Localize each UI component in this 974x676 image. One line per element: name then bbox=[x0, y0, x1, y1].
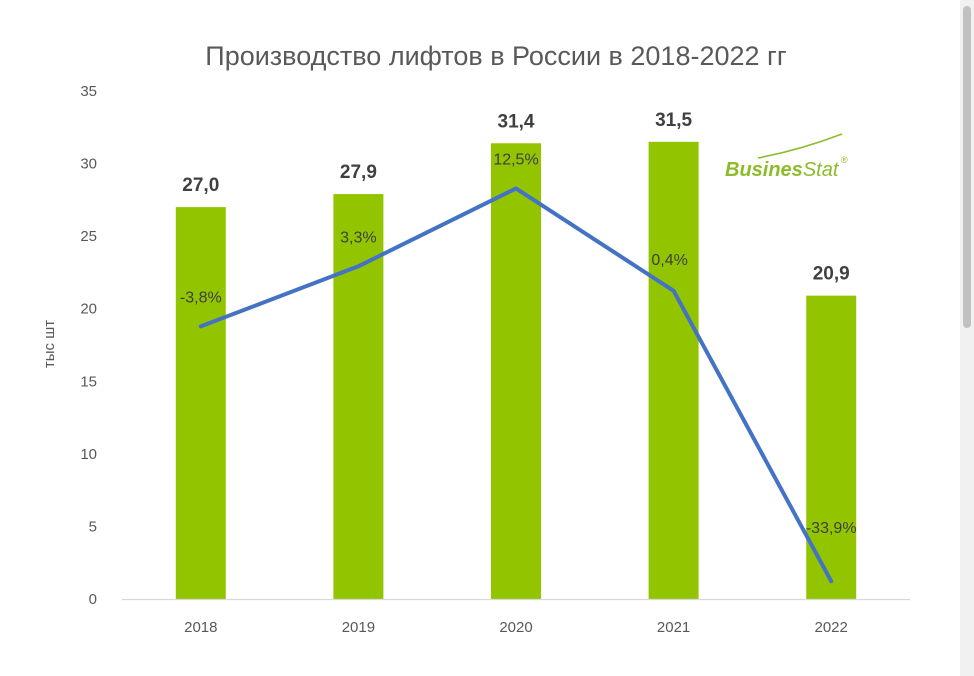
growth-rate-point bbox=[672, 289, 676, 293]
growth-rate-point bbox=[514, 186, 518, 190]
businesstat-logo: BusinesStat ® bbox=[725, 133, 848, 181]
x-tick-label: 2019 bbox=[342, 619, 375, 636]
y-tick-layer: 0 5 10 15 20 25 30 35 bbox=[80, 83, 97, 608]
x-tick-label: 2018 bbox=[184, 619, 217, 636]
x-tick-label: 2021 bbox=[657, 619, 690, 636]
ylabel-layer: тыс шт bbox=[41, 320, 58, 368]
bar bbox=[175, 207, 226, 599]
y-tick-label: 35 bbox=[80, 83, 97, 100]
y-tick-label: 30 bbox=[80, 156, 97, 173]
x-tick-layer: 2018 2019 2020 2021 2022 bbox=[184, 619, 848, 636]
bar bbox=[333, 194, 384, 599]
vertical-scrollbar[interactable] bbox=[960, 0, 974, 676]
y-tick-label: 15 bbox=[80, 373, 97, 390]
y-tick-label: 20 bbox=[80, 301, 97, 318]
x-tick-label: 2020 bbox=[499, 619, 532, 636]
bar-label-layer: 27,0 27,9 31,4 31,5 20,9 bbox=[182, 110, 849, 285]
logo-swoosh bbox=[757, 133, 843, 159]
y-tick-label: 10 bbox=[80, 446, 97, 463]
growth-rate-label: 3,3% bbox=[340, 229, 376, 246]
bar-data-label: 20,9 bbox=[813, 264, 850, 285]
y-tick-label: 0 bbox=[89, 591, 97, 608]
bar bbox=[806, 295, 857, 599]
x-tick-label: 2022 bbox=[815, 619, 848, 636]
line-label-layer: -3,8% 3,3% 12,5% 0,4% -33,9% bbox=[180, 151, 857, 537]
growth-rate-point bbox=[356, 264, 360, 268]
bar-layer bbox=[175, 141, 857, 600]
line-layer bbox=[198, 186, 834, 584]
logo-text-part1: Busines bbox=[725, 159, 803, 181]
bar bbox=[491, 143, 541, 599]
y-axis-label: тыс шт bbox=[41, 320, 58, 368]
bar-data-label: 27,9 bbox=[340, 162, 377, 183]
y-tick-label: 5 bbox=[89, 518, 97, 535]
growth-rate-label: -3,8% bbox=[180, 289, 222, 306]
scrollbar-thumb[interactable] bbox=[963, 6, 971, 328]
growth-rate-point bbox=[199, 324, 203, 328]
bar-data-label: 31,4 bbox=[498, 111, 535, 132]
chart-title: Производство лифтов в России в 2018-2022… bbox=[205, 41, 787, 71]
y-tick-label: 25 bbox=[80, 228, 97, 245]
growth-rate-point bbox=[829, 579, 833, 583]
logo-text-part2: Stat bbox=[803, 159, 840, 181]
logo-trademark: ® bbox=[841, 155, 848, 165]
logo-text: BusinesStat bbox=[725, 159, 840, 181]
bar-data-label: 31,5 bbox=[655, 110, 692, 131]
title-layer: Производство лифтов в России в 2018-2022… bbox=[205, 41, 787, 71]
bar-data-label: 27,0 bbox=[182, 175, 219, 196]
growth-rate-label: 0,4% bbox=[651, 252, 687, 269]
growth-rate-label: 12,5% bbox=[493, 151, 538, 168]
growth-rate-label: -33,9% bbox=[806, 520, 857, 537]
bar bbox=[648, 141, 699, 600]
